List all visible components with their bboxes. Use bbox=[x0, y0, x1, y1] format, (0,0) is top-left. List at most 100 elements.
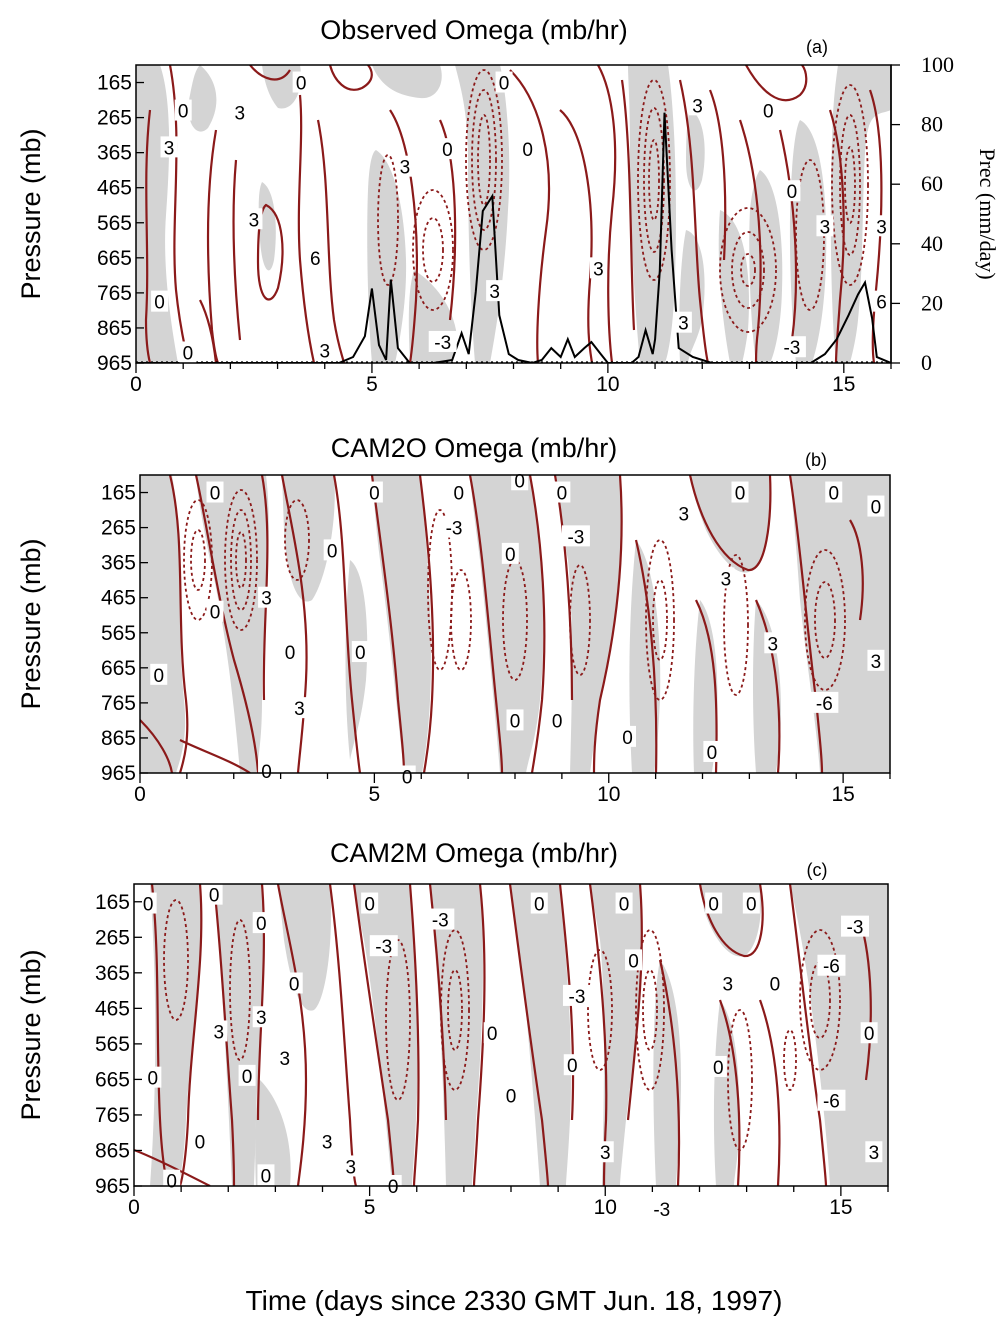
contour-label-bg bbox=[563, 1054, 581, 1076]
panel-a-y-ticks: 165 265 365 465 565 665 765 865 965 bbox=[97, 72, 144, 375]
panel-c-label: (c) bbox=[807, 860, 828, 880]
y-tick-label: 765 bbox=[97, 282, 132, 305]
x-tick-label: 10 bbox=[594, 1196, 617, 1219]
panel-b-title: CAM2O Omega (mb/hr) bbox=[331, 433, 618, 463]
contour-label: 0 bbox=[567, 1056, 578, 1077]
contour-label-bg bbox=[709, 1055, 727, 1077]
contour-label: 0 bbox=[510, 711, 521, 732]
x-tick-label: 5 bbox=[364, 1196, 376, 1219]
contour-label: 0 bbox=[153, 666, 164, 687]
contour-label: 0 bbox=[787, 182, 798, 203]
contour-label: -6 bbox=[823, 1092, 840, 1113]
contour-label-bg bbox=[817, 954, 846, 976]
contour-label: 3 bbox=[593, 259, 604, 280]
y-tick-label: 265 bbox=[101, 517, 136, 540]
precip-tick-label: 60 bbox=[921, 171, 943, 196]
y-tick-label: 565 bbox=[101, 622, 136, 645]
contour-label-bg bbox=[783, 180, 801, 202]
y-tick-label: 665 bbox=[101, 657, 136, 680]
contour-label-bg bbox=[191, 1130, 209, 1152]
contour-label: 0 bbox=[487, 1024, 498, 1045]
contour-label: 0 bbox=[402, 768, 413, 789]
precip-tick-label: 80 bbox=[921, 112, 943, 137]
panel-c-ylabel: Pressure (mb) bbox=[16, 949, 46, 1120]
y-tick-label: 265 bbox=[95, 926, 130, 949]
contour-label-bg bbox=[766, 972, 784, 994]
contour-label-bg bbox=[174, 99, 192, 121]
panel-b-ylabel: Pressure (mb) bbox=[16, 538, 46, 709]
contour-label: 0 bbox=[628, 951, 639, 972]
contour-label-bg bbox=[759, 99, 777, 121]
contour-label-bg bbox=[619, 725, 636, 747]
contour-label-bg bbox=[873, 290, 891, 312]
contour-label-bg bbox=[252, 912, 270, 934]
contour-label: 0 bbox=[505, 545, 516, 566]
contour-label-bg bbox=[625, 949, 643, 971]
contour-label-bg bbox=[483, 1022, 501, 1044]
contour-label-bg bbox=[860, 1022, 878, 1044]
y-tick-label: 865 bbox=[97, 317, 132, 340]
contour-label: 0 bbox=[871, 498, 882, 519]
contour-label-bg bbox=[450, 481, 468, 503]
contour-label: 0 bbox=[210, 603, 221, 624]
contour-label: -3 bbox=[653, 1200, 670, 1221]
x-tick-label: 15 bbox=[832, 373, 855, 396]
y-tick-label: 665 bbox=[95, 1068, 130, 1091]
contour-label-bg bbox=[258, 586, 276, 608]
contour-label: 0 bbox=[619, 895, 630, 916]
contour-label-bg bbox=[777, 336, 806, 358]
y-tick-label: 965 bbox=[97, 352, 132, 375]
panel-b-contours bbox=[140, 475, 864, 773]
y-tick-label: 165 bbox=[101, 482, 136, 505]
contour-label: 3 bbox=[678, 314, 689, 335]
precip-tick-label: 100 bbox=[921, 52, 954, 77]
contour-label: 0 bbox=[707, 743, 718, 764]
panel-a-label: (a) bbox=[806, 37, 828, 57]
contour-label: 3 bbox=[280, 1049, 291, 1070]
contour-label: 3 bbox=[871, 652, 882, 673]
contour-label: 3 bbox=[261, 589, 272, 610]
contour-label: 3 bbox=[214, 1022, 225, 1043]
contour-label: 3 bbox=[322, 1133, 333, 1154]
x-tick-label: 5 bbox=[369, 783, 381, 806]
contour-label: 0 bbox=[209, 886, 220, 907]
contour-label-bg bbox=[361, 892, 379, 914]
contour-label: 0 bbox=[735, 484, 746, 505]
panel-a-precip-ticks: 0 20 40 60 80 100 bbox=[891, 52, 954, 375]
contour-label: 3 bbox=[820, 217, 831, 238]
contour-label-bg bbox=[323, 539, 341, 561]
contour-label-bg bbox=[825, 481, 843, 503]
contour-label: 0 bbox=[552, 711, 563, 732]
contour-label-bg bbox=[369, 935, 398, 957]
contour-label-bg bbox=[867, 649, 885, 671]
contour-label: 0 bbox=[154, 293, 165, 314]
contour-label: 0 bbox=[289, 974, 300, 995]
panel-a-precipitation-series bbox=[136, 112, 891, 363]
contour-label-bg bbox=[841, 915, 870, 937]
contour-label: -3 bbox=[783, 338, 800, 359]
contour-label: 0 bbox=[364, 895, 375, 916]
contour-label: 3 bbox=[678, 505, 689, 526]
contour-label: 3 bbox=[249, 210, 260, 231]
contour-label-bg bbox=[285, 972, 303, 994]
contour-label-bg bbox=[245, 208, 263, 230]
contour-label-bg bbox=[647, 1198, 676, 1220]
y-tick-label: 365 bbox=[97, 142, 132, 165]
y-tick-label: 865 bbox=[101, 727, 136, 750]
x-tick-label: 5 bbox=[366, 373, 378, 396]
contour-label-bg bbox=[276, 1047, 294, 1069]
y-tick-label: 965 bbox=[95, 1175, 130, 1198]
contour-label: 0 bbox=[178, 102, 189, 123]
y-tick-label: 765 bbox=[101, 692, 136, 715]
contour-label: 3 bbox=[164, 138, 175, 159]
y-tick-label: 465 bbox=[95, 997, 130, 1020]
contour-label: -6 bbox=[823, 957, 840, 978]
contour-label-bg bbox=[742, 892, 760, 914]
panel-c-contour-labels: 0 0 0 0 0 0 0-3 -30-30 -60 3 0-333 0 030 00 00 -60 33 330… bbox=[139, 883, 883, 1221]
contour-label-bg bbox=[342, 1155, 360, 1177]
contour-label-bg bbox=[351, 641, 369, 663]
contour-label-bg bbox=[867, 495, 885, 517]
x-tick-label: 10 bbox=[597, 783, 620, 806]
